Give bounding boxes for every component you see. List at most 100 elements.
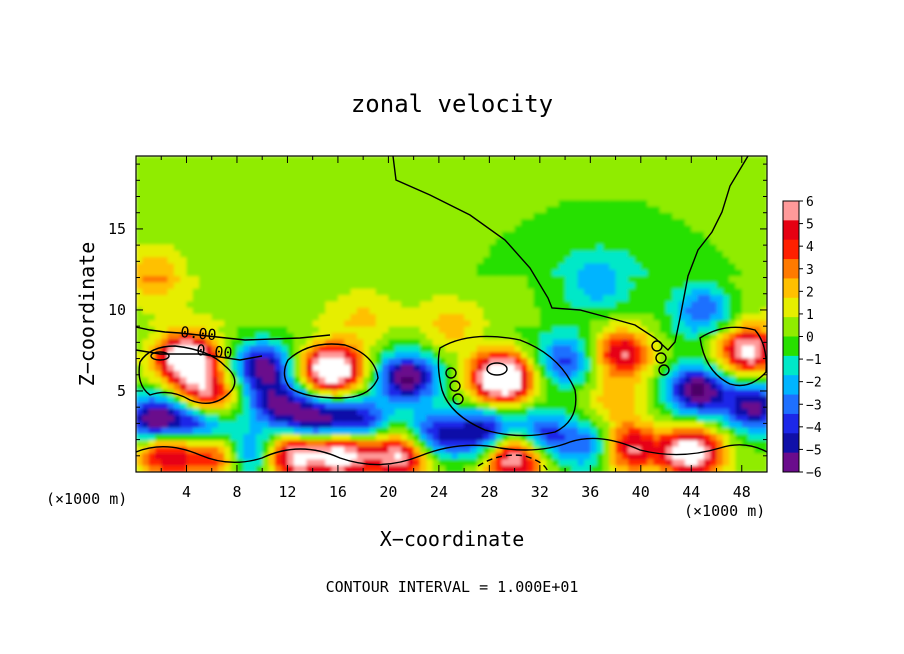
- heatmap-cell: [300, 162, 307, 170]
- heatmap-cell: [672, 427, 680, 435]
- heatmap-cell: [710, 250, 718, 258]
- heatmap-cell: [438, 339, 446, 347]
- heatmap-cell: [199, 162, 207, 170]
- heatmap-cell: [527, 434, 535, 441]
- heatmap-cell: [609, 358, 617, 366]
- heatmap-cell: [344, 446, 352, 454]
- heatmap-cell: [438, 225, 446, 233]
- heatmap-cell: [173, 434, 181, 441]
- heatmap-cell: [621, 276, 629, 283]
- heatmap-cell: [154, 295, 162, 302]
- heatmap-cell: [426, 238, 434, 246]
- heatmap-cell: [148, 250, 156, 258]
- heatmap-cell: [211, 396, 219, 404]
- heatmap-cell: [527, 257, 535, 265]
- heatmap-cell: [293, 434, 301, 441]
- heatmap-cell: [293, 370, 301, 378]
- heatmap-cell: [161, 465, 169, 472]
- heatmap-cell: [401, 295, 408, 302]
- heatmap-cell: [703, 168, 711, 176]
- heatmap-cell: [470, 459, 478, 467]
- heatmap-cell: [729, 453, 737, 460]
- heatmap-cell: [331, 231, 339, 239]
- heatmap-cell: [356, 282, 364, 290]
- heatmap-cell: [154, 231, 162, 239]
- heatmap-cell: [293, 383, 301, 391]
- heatmap-cell: [514, 263, 522, 271]
- heatmap-cell: [489, 168, 497, 176]
- heatmap-cell: [142, 156, 150, 163]
- heatmap-cell: [312, 168, 320, 176]
- heatmap-cell: [558, 219, 566, 227]
- heatmap-cell: [628, 231, 636, 239]
- heatmap-cell: [729, 206, 737, 214]
- heatmap-cell: [136, 459, 143, 467]
- heatmap-cell: [539, 269, 547, 277]
- heatmap-cell: [514, 415, 522, 423]
- heatmap-cell: [546, 206, 554, 214]
- heatmap-cell: [154, 156, 162, 163]
- heatmap-cell: [199, 156, 207, 163]
- heatmap-cell: [375, 364, 383, 372]
- heatmap-cell: [388, 231, 396, 239]
- heatmap-cell: [136, 314, 143, 321]
- heatmap-cell: [495, 295, 503, 302]
- heatmap-cell: [325, 162, 333, 170]
- heatmap-cell: [558, 257, 566, 265]
- heatmap-cell: [287, 421, 295, 429]
- heatmap-cell: [331, 383, 339, 391]
- heatmap-cell: [584, 187, 591, 195]
- heatmap-cell: [565, 421, 572, 429]
- heatmap-cell: [369, 244, 377, 252]
- heatmap-cell: [596, 320, 604, 328]
- heatmap-cell: [571, 200, 579, 208]
- heatmap-cell: [394, 219, 402, 227]
- heatmap-cell: [527, 459, 535, 467]
- heatmap-cell: [255, 364, 263, 372]
- heatmap-cell: [533, 358, 541, 366]
- heatmap-cell: [571, 434, 579, 441]
- heatmap-cell: [180, 269, 188, 277]
- heatmap-cell: [230, 370, 238, 378]
- heatmap-cell: [369, 389, 377, 397]
- heatmap-cell: [501, 370, 509, 378]
- heatmap-cell: [495, 402, 503, 410]
- heatmap-cell: [495, 200, 503, 208]
- heatmap-cell: [754, 200, 762, 208]
- heatmap-cell: [489, 225, 497, 233]
- heatmap-cell: [489, 244, 497, 252]
- heatmap-cell: [729, 219, 737, 227]
- heatmap-cell: [306, 421, 314, 429]
- heatmap-cell: [281, 307, 289, 315]
- heatmap-cell: [508, 377, 516, 385]
- heatmap-cell: [722, 282, 730, 290]
- heatmap-cell: [154, 269, 162, 277]
- heatmap-cell: [255, 244, 263, 252]
- heatmap-cell: [590, 408, 598, 416]
- heatmap-cell: [735, 446, 743, 454]
- heatmap-cell: [369, 364, 377, 372]
- heatmap-cell: [483, 377, 490, 385]
- heatmap-cell: [331, 459, 339, 467]
- heatmap-cell: [703, 421, 711, 429]
- heatmap-cell: [514, 168, 522, 176]
- heatmap-cell: [318, 370, 326, 378]
- heatmap-cell: [426, 408, 434, 416]
- heatmap-cell: [363, 383, 371, 391]
- heatmap-cell: [394, 193, 402, 201]
- heatmap-cell: [255, 434, 263, 441]
- heatmap-cell: [508, 370, 516, 378]
- heatmap-cell: [520, 257, 528, 265]
- heatmap-cell: [401, 276, 408, 283]
- heatmap-cell: [609, 250, 617, 258]
- heatmap-cell: [167, 238, 175, 246]
- heatmap-cell: [344, 440, 352, 448]
- heatmap-cell: [483, 231, 490, 239]
- heatmap-cell: [520, 370, 528, 378]
- heatmap-cell: [350, 181, 358, 189]
- heatmap-cell: [552, 162, 560, 170]
- heatmap-cell: [552, 238, 560, 246]
- heatmap-cell: [356, 453, 364, 460]
- heatmap-cell: [394, 408, 402, 416]
- heatmap-cell: [161, 257, 169, 265]
